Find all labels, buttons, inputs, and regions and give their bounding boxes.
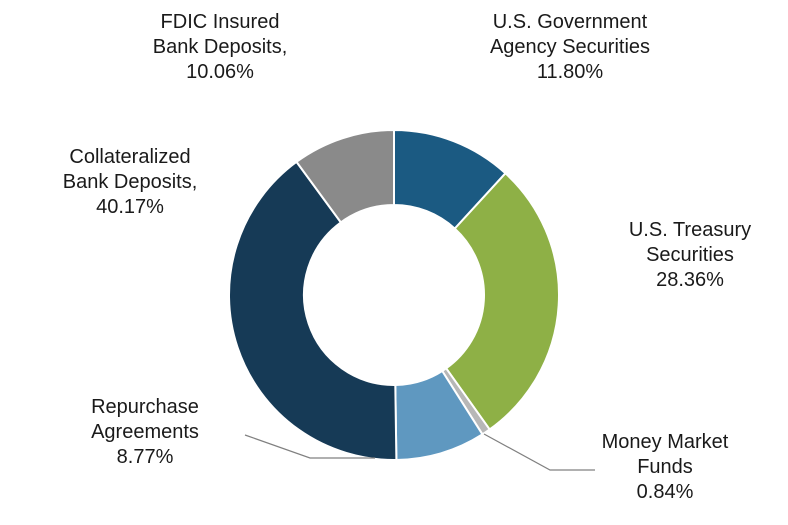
lbl-line: 0.84% [637, 481, 694, 503]
lbl-line: 11.80% [537, 61, 603, 83]
label-fdic: FDIC Insured Bank Deposits, 10.06% [90, 10, 350, 85]
label-repurchase: Repurchase Agreements 8.77% [35, 395, 255, 470]
lbl-line: Repurchase [91, 396, 199, 418]
donut-chart: { "chart": { "type": "donut", "width": 7… [0, 0, 788, 525]
lbl-line: Bank Deposits, [63, 171, 198, 193]
lbl-line: Securities [646, 244, 734, 266]
lbl-line: Agency Securities [490, 36, 650, 58]
lbl-line: Agreements [91, 421, 199, 443]
lbl-line: Collateralized [69, 146, 190, 168]
lbl-line: 28.36% [656, 269, 724, 291]
label-us-treasury: U.S. Treasury Securities 28.36% [595, 218, 785, 293]
lbl-line: Bank Deposits, [153, 36, 288, 58]
lbl-line: 8.77% [117, 446, 174, 468]
lbl-line: U.S. Treasury [629, 219, 751, 241]
lbl-line: Money Market [602, 431, 729, 453]
label-us-gov-agency: U.S. Government Agency Securities 11.80% [440, 10, 700, 85]
lbl-line: 40.17% [96, 196, 164, 218]
lbl-line: FDIC Insured [161, 11, 280, 33]
label-money-market: Money Market Funds 0.84% [560, 430, 770, 505]
lbl-line: U.S. Government [493, 11, 648, 33]
lbl-line: 10.06% [186, 61, 254, 83]
lbl-line: Funds [637, 456, 693, 478]
label-collateralized: Collateralized Bank Deposits, 40.17% [15, 145, 245, 220]
